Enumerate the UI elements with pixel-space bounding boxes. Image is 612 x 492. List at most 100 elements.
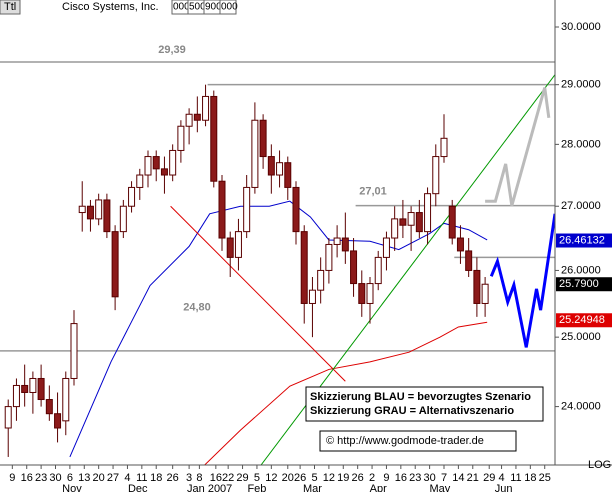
level-label: 24,80 (183, 302, 211, 314)
range-button-label[interactable]: 500 (189, 2, 206, 13)
candle-body (300, 231, 308, 304)
x-tick-label: 11 (136, 472, 147, 484)
source: © http://www.godmode-trader.de (326, 435, 484, 447)
range-button-label[interactable]: 900 (205, 2, 222, 13)
candle-body (21, 384, 29, 393)
x-tick-label: 12 (323, 472, 335, 484)
header-buttons: 000 500 900 000 (171, 0, 238, 15)
candle-body (29, 377, 37, 393)
candle-body (45, 399, 53, 415)
x-tick-label: 4 (498, 472, 504, 484)
candle-body (292, 186, 300, 233)
level-label: 29,39 (158, 44, 186, 56)
x-tick-label: 16 (21, 472, 33, 484)
candle-body (399, 218, 407, 226)
candle-body (210, 95, 218, 182)
source-box (319, 430, 517, 452)
month-label: Jan 2007 (187, 483, 232, 492)
stock-title: Cisco Systems, Inc. (62, 1, 159, 13)
candle-body (432, 156, 440, 195)
level-label: 27,01 (359, 186, 387, 198)
menu-button[interactable] (0, 0, 21, 15)
candle-body (128, 186, 136, 207)
candle-body (70, 323, 78, 379)
x-tick-label: 12 (265, 472, 277, 484)
note: Skizzierung BLAU = bevorzugtes Szenario (310, 391, 531, 403)
x-tick-label: 21 (467, 472, 479, 484)
month-label: Jun (495, 483, 513, 492)
candle-body (465, 250, 473, 271)
x-tick-label: 7 (441, 472, 447, 484)
candle-body (202, 95, 210, 121)
x-tick-label: 4 (124, 472, 130, 484)
x-tick-label: 20 (282, 472, 294, 484)
x-tick-label: 23 (35, 472, 47, 484)
y-tick-label: 26.0000 (561, 264, 601, 276)
candle-body (243, 186, 251, 233)
menu-label[interactable]: Ttl (4, 1, 16, 13)
candle-body (267, 156, 275, 176)
candle-body (119, 205, 127, 233)
candle-body (54, 413, 62, 429)
x-tick-label: 27 (107, 472, 119, 484)
candle-body (37, 377, 45, 401)
candle-body (456, 237, 464, 252)
candle-body (407, 212, 415, 226)
price-box (556, 233, 612, 248)
y-tick-label: 25.0000 (561, 331, 601, 343)
x-tick-label: 14 (452, 472, 464, 484)
candle-body (136, 174, 144, 188)
x-tick-label: 26 (167, 472, 179, 484)
candle-body (325, 243, 333, 271)
candle-body (317, 269, 325, 291)
y-tick-label: 24.0000 (561, 401, 601, 413)
x-tick-label: 13 (78, 472, 90, 484)
x-tick-label: 30 (423, 472, 435, 484)
overlay-line (69, 200, 488, 458)
candle-body (193, 113, 201, 121)
candle-body (103, 199, 111, 233)
candle-body (308, 289, 316, 304)
x-tick-label: 16 (210, 472, 222, 484)
overlay-line (203, 321, 488, 465)
candle-body (391, 218, 399, 239)
candle-body (481, 283, 489, 304)
price-box-label: 25.7900 (559, 278, 599, 290)
x-tick-label: 22 (222, 472, 234, 484)
candle-body (382, 237, 390, 258)
candle-body (341, 237, 349, 252)
candle-body (78, 205, 86, 214)
candle-body (333, 237, 341, 245)
candle-body (169, 149, 177, 176)
y-tick-label: 27.0000 (561, 200, 601, 212)
candle-body (473, 269, 481, 304)
range-button-label[interactable]: 000 (221, 2, 238, 13)
overlay-line (170, 205, 346, 382)
y-tick-label: 30.0000 (561, 21, 601, 33)
candle-body (366, 283, 374, 304)
candle-body (424, 193, 432, 233)
candle-body (152, 156, 160, 170)
candle-body (440, 137, 448, 158)
candle-body (95, 199, 103, 220)
x-tick-label: 8 (196, 472, 202, 484)
x-tick-label: 25 (539, 472, 551, 484)
x-tick-label: 9 (383, 472, 389, 484)
x-tick-label: 16 (395, 472, 407, 484)
range-button-label[interactable]: 000 (173, 2, 190, 13)
candle-body (251, 119, 259, 188)
y-tick-label: 28.0000 (561, 138, 601, 150)
range-button[interactable] (219, 0, 237, 15)
candle-body (218, 180, 226, 239)
candle-body (4, 406, 12, 429)
scenario-line (485, 87, 551, 207)
candle-body (177, 125, 185, 151)
x-tick-label: 26 (352, 472, 364, 484)
scale-label: LOG (588, 459, 611, 471)
candle-body (448, 205, 456, 239)
y-tick-label: 29.0000 (561, 79, 601, 91)
scenario-line (489, 213, 555, 348)
x-tick-label: 5 (254, 472, 260, 484)
candle-body (350, 250, 358, 285)
x-tick-label: 29 (236, 472, 248, 484)
